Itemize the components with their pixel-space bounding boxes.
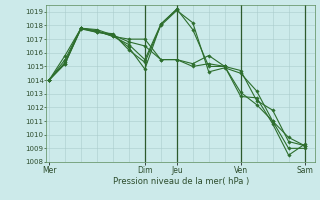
X-axis label: Pression niveau de la mer( hPa ): Pression niveau de la mer( hPa ): [113, 177, 249, 186]
